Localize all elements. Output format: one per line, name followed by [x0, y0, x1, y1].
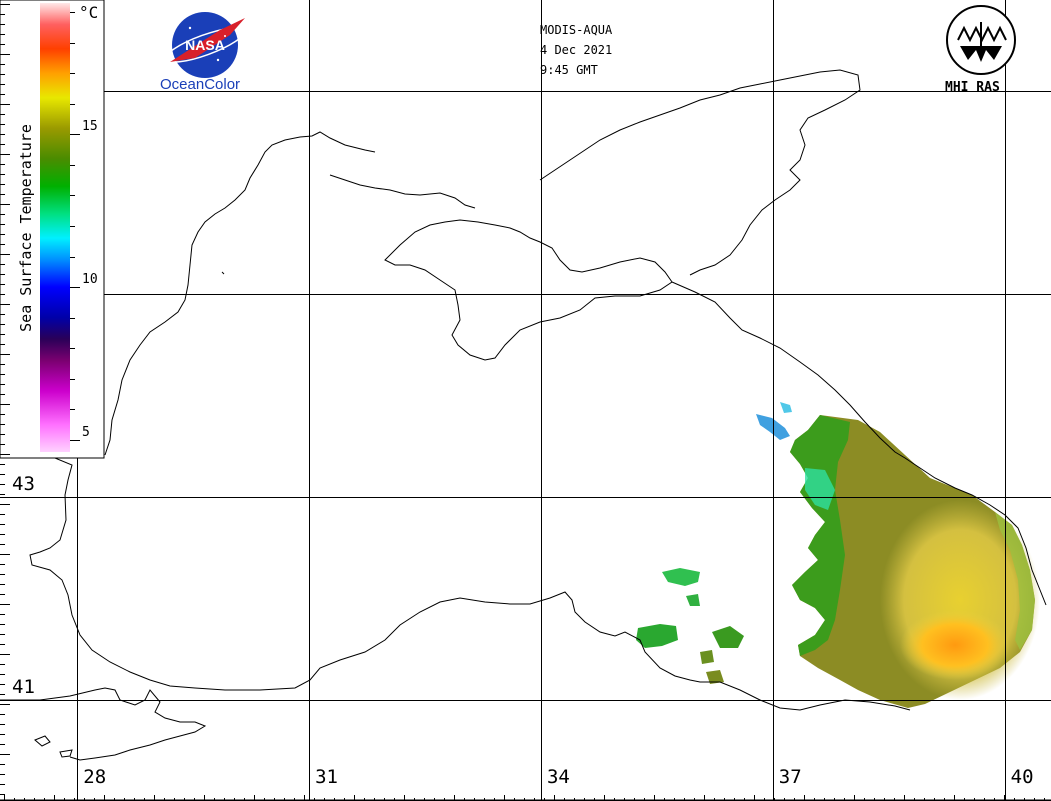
- lon-label-28: 28: [83, 766, 107, 788]
- sst-field-cyan-band: [805, 468, 835, 510]
- coast-azov: [539, 69, 861, 276]
- coast-marmara-islands: [34, 735, 73, 758]
- oceancolor-caption: OceanColor: [160, 76, 241, 93]
- coast-north-west: [104, 131, 376, 456]
- lon-label-31: 31: [315, 766, 338, 788]
- lat-label-41: 41: [12, 675, 35, 698]
- colorbar-title: Sea Surface Temperature: [17, 124, 35, 332]
- sst-patch-green-2: [636, 624, 678, 648]
- sst-patch-green-6: [686, 594, 700, 606]
- sst-data-layer: [636, 402, 1040, 708]
- colorbar-ticks: [70, 12, 80, 441]
- lat-label-43: 43: [12, 472, 35, 495]
- sst-field-green-west: [790, 415, 850, 656]
- mhi-ras-emblem-icon: [946, 5, 1016, 75]
- sst-patch-green-1: [662, 568, 700, 586]
- coast-small-island: [221, 271, 225, 275]
- nasa-meatball-icon: NASA: [164, 12, 246, 78]
- sst-field-warm-core: [900, 610, 1010, 680]
- sst-field-coastal-strip: [995, 512, 1035, 650]
- time-label: 9:45 GMT: [540, 63, 598, 77]
- colorbar-tick-label-5: 5: [82, 424, 90, 440]
- date-label: 4 Dec 2021: [540, 43, 613, 57]
- coast-caucasus: [671, 281, 1047, 606]
- sensor-label: MODIS-AQUA: [540, 23, 613, 37]
- colorbar-unit: °C: [79, 3, 99, 22]
- lon-label-34: 34: [546, 766, 570, 788]
- mhi-ras-caption: MHI RAS: [945, 80, 1000, 95]
- sst-patch-olive-5: [706, 670, 724, 684]
- coast-crimea: [384, 219, 673, 361]
- sst-patch-green-3: [712, 626, 744, 648]
- lon-label-40: 40: [1010, 766, 1034, 788]
- coast-north-estuaries: [329, 174, 476, 209]
- coast-west-bulgaria-romania: [0, 454, 911, 711]
- nasa-emblem-text: NASA: [185, 37, 225, 53]
- sst-patch-olive-4: [700, 650, 714, 664]
- lon-label-37: 37: [778, 766, 802, 788]
- colorbar-tick-label-15: 15: [82, 118, 98, 134]
- coast-turkey-thrace: [0, 687, 207, 761]
- sst-patch-cyan-small: [780, 402, 792, 413]
- colorbar-gradient: [40, 3, 70, 452]
- colorbar: [0, 0, 105, 459]
- colorbar-tick-label-10: 10: [82, 271, 98, 287]
